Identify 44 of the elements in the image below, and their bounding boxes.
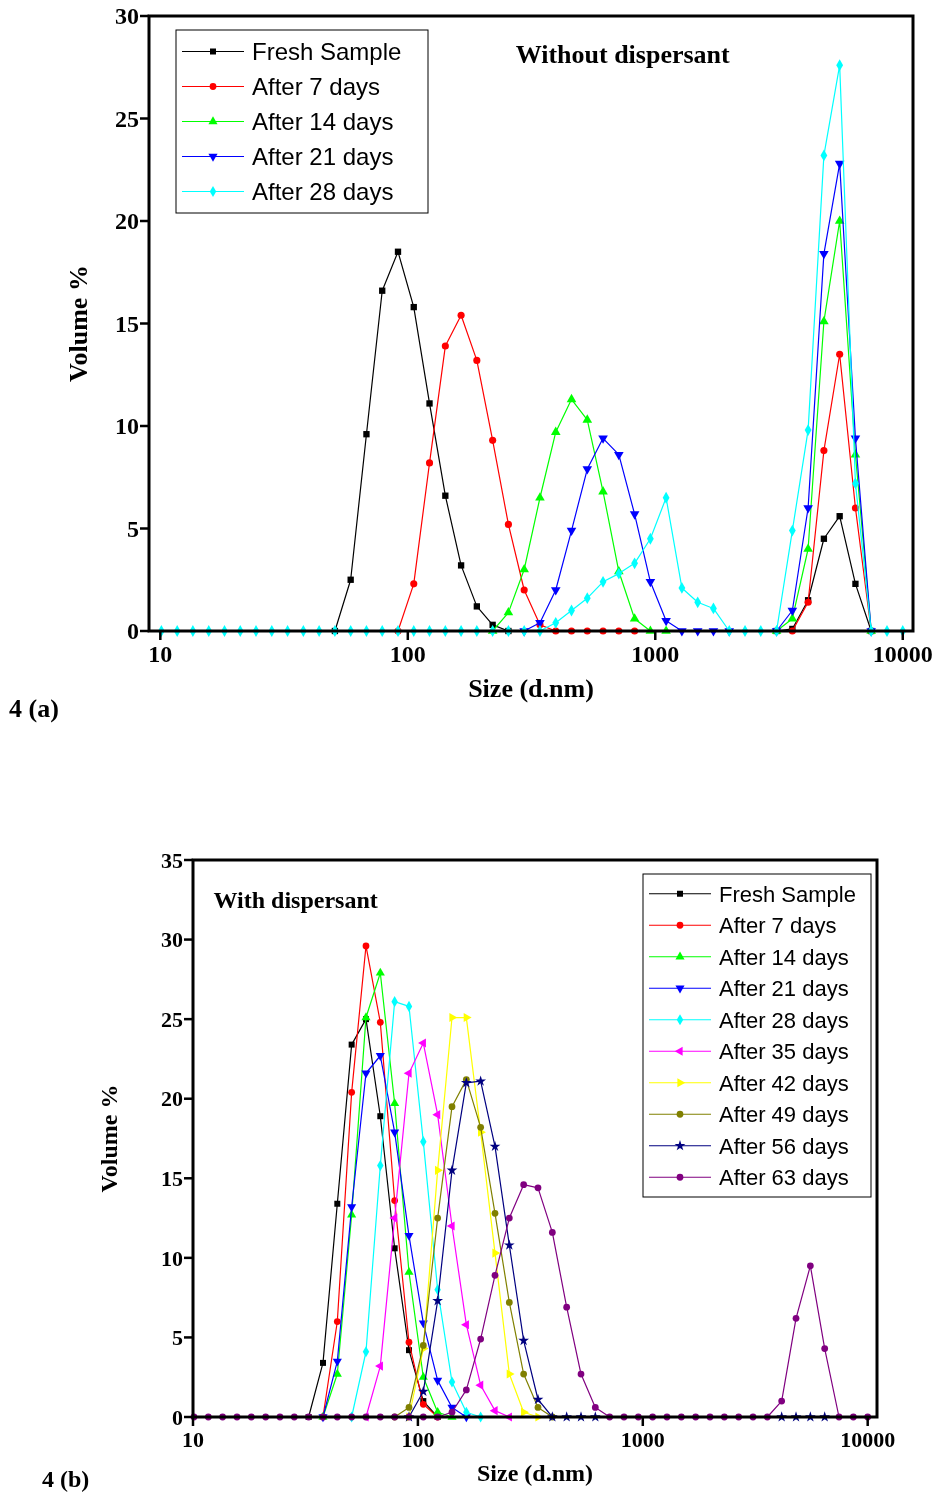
- x-tick-label: 100: [389, 641, 426, 668]
- legend-label: After 28 days: [252, 178, 394, 206]
- y-axis-title: Volume %: [96, 1084, 122, 1193]
- x-tick-label: 100: [401, 1426, 435, 1452]
- legend-label: After 21 days: [719, 976, 849, 1002]
- x-axis-title: Size (d.nm): [477, 1460, 593, 1487]
- legend-label: After 21 days: [252, 143, 394, 171]
- x-tick-label: 1000: [620, 1426, 665, 1452]
- legend-label: After 56 days: [719, 1133, 849, 1159]
- legend-label: Fresh Sample: [252, 38, 402, 66]
- text: With dispersant: [213, 887, 378, 913]
- legend-label: After 35 days: [719, 1039, 849, 1065]
- legend-label: Fresh Sample: [719, 881, 856, 907]
- y-tick-label: 10: [161, 1245, 183, 1271]
- y-tick-label: 30: [115, 3, 139, 30]
- y-tick-label: 15: [161, 1165, 183, 1191]
- y-tick-label: 25: [161, 1006, 183, 1032]
- y-axis-title: Volume %: [64, 265, 93, 382]
- x-axis-title: Size (d.nm): [468, 674, 594, 704]
- legend-label: After 49 days: [719, 1102, 849, 1128]
- y-tick-label: 25: [115, 105, 139, 132]
- y-tick-label: 5: [172, 1325, 183, 1351]
- legend-label: After 14 days: [252, 108, 394, 136]
- y-tick-label: 15: [115, 310, 139, 337]
- y-tick-label: 30: [161, 927, 183, 953]
- text: 4 (b): [42, 1466, 90, 1492]
- y-tick-label: 10: [115, 413, 139, 440]
- legend-label: After 28 days: [719, 1007, 849, 1033]
- legend-label: After 42 days: [719, 1070, 849, 1096]
- x-tick-label: 10000: [872, 641, 933, 668]
- y-tick-label: 5: [127, 515, 139, 542]
- legend-label: After 63 days: [719, 1165, 849, 1191]
- text: 4 (a): [9, 694, 59, 723]
- y-tick-label: 35: [161, 847, 183, 873]
- y-tick-label: 20: [115, 208, 139, 235]
- legend-label: After 14 days: [719, 944, 849, 970]
- text: Without dispersant: [515, 40, 731, 69]
- legend-label: After 7 days: [252, 73, 381, 101]
- y-tick-label: 20: [161, 1086, 183, 1112]
- y-tick-label: 0: [172, 1404, 183, 1430]
- x-tick-label: 1000: [631, 641, 680, 668]
- x-tick-label: 10000: [840, 1426, 896, 1452]
- y-tick-label: 0: [127, 618, 139, 645]
- legend-label: After 7 days: [719, 913, 837, 939]
